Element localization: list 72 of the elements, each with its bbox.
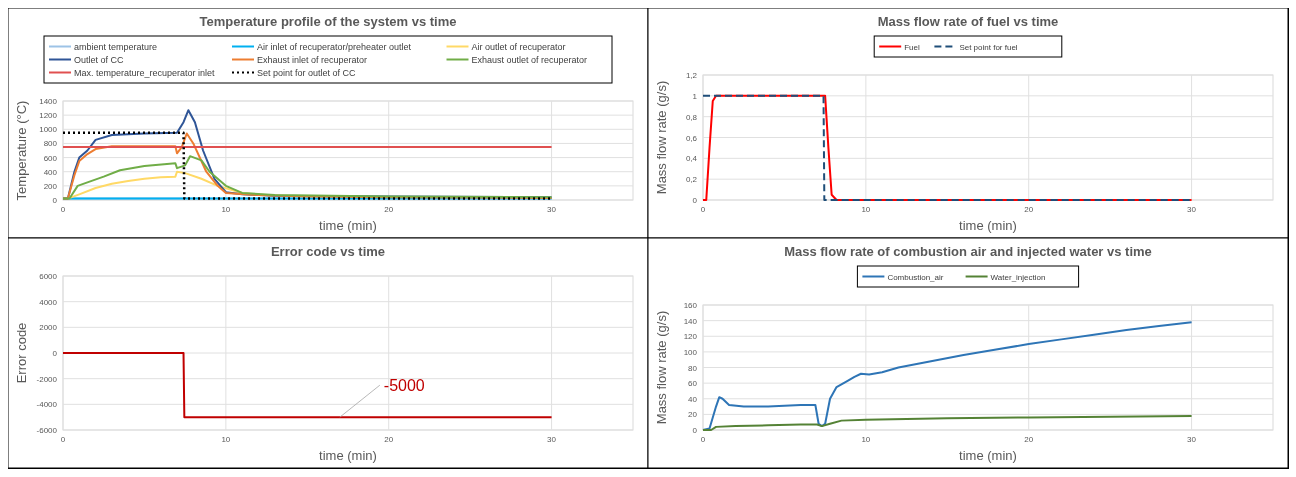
- x-tick-label: 0: [60, 205, 66, 214]
- x-tick-label: 20: [384, 435, 394, 444]
- y-tick-label: 0: [52, 349, 58, 358]
- y-tick-label: 2000: [39, 323, 58, 333]
- legend-label: Max. temperature_recuperator inlet: [74, 67, 216, 78]
- legend-label: Outlet of CC: [74, 54, 125, 65]
- legend-label: Set point for fuel: [959, 42, 1018, 52]
- legend-label: Exhaust inlet of recuperator: [257, 54, 368, 65]
- y-tick-label: 400: [43, 167, 58, 177]
- y-tick-label: -4000: [36, 400, 58, 410]
- y-tick-label: 0: [692, 196, 698, 205]
- x-tick-label: 30: [547, 205, 557, 214]
- y-tick-label: -2000: [36, 374, 58, 384]
- chart-title: Error code vs time: [270, 244, 386, 259]
- x-tick-label: 10: [221, 205, 231, 214]
- y-tick-label: 0,8: [685, 112, 698, 122]
- y-tick-label: -6000: [36, 426, 58, 435]
- legend-label: Air inlet of recuperator/preheater outlet: [257, 41, 412, 52]
- y-tick-label: 60: [688, 379, 698, 389]
- x-axis-title: time (min): [959, 218, 1017, 233]
- y-tick-label: 40: [688, 394, 698, 404]
- chart-title: Temperature profile of the system vs time: [199, 14, 457, 29]
- y-tick-label: 0: [52, 196, 58, 205]
- x-axis-title: time (min): [959, 448, 1017, 463]
- y-tick-label: 160: [683, 301, 698, 310]
- y-tick-label: 1400: [39, 97, 58, 106]
- x-tick-label: 30: [1187, 435, 1197, 444]
- x-tick-label: 10: [861, 435, 871, 444]
- x-tick-label: 30: [547, 435, 557, 444]
- legend-label: Air outlet of recuperator: [471, 41, 566, 52]
- x-tick-label: 30: [1187, 205, 1197, 214]
- x-tick-label: 0: [700, 435, 706, 444]
- chart-title: Mass flow rate of combustion air and injected water vs time: [784, 244, 1152, 259]
- chart-title: Mass flow rate of fuel vs time: [877, 14, 1059, 29]
- y-tick-label: 1: [692, 91, 698, 101]
- y-tick-label: 1000: [39, 125, 58, 135]
- legend-label: Set point for outlet of CC: [257, 67, 357, 78]
- x-tick-label: 0: [700, 205, 706, 214]
- x-tick-label: 20: [1024, 205, 1034, 214]
- y-axis-title: Temperature (°C): [14, 100, 29, 201]
- y-tick-label: 4000: [39, 297, 58, 307]
- y-tick-label: 0: [692, 426, 698, 435]
- x-tick-label: 0: [60, 435, 66, 444]
- x-tick-label: 10: [861, 205, 871, 214]
- y-tick-label: 80: [688, 363, 698, 373]
- y-tick-label: 120: [683, 332, 698, 342]
- y-tick-label: 0,6: [685, 133, 698, 143]
- y-tick-label: 140: [683, 316, 698, 326]
- x-tick-label: 20: [384, 205, 394, 214]
- y-tick-label: 1200: [39, 111, 58, 121]
- legend-label: Combustion_air: [887, 272, 944, 282]
- y-axis-title: Mass flow rate (g/s): [654, 310, 669, 425]
- y-tick-label: 0,2: [685, 175, 698, 185]
- legend-label: ambient temperature: [74, 41, 158, 52]
- legend-label: Exhaust outlet of recuperator: [471, 54, 588, 65]
- y-tick-label: 1,2: [685, 71, 698, 80]
- x-tick-label: 20: [1024, 435, 1034, 444]
- y-tick-label: 0,4: [685, 154, 698, 164]
- annotation: -5000: [383, 377, 425, 395]
- y-tick-label: 200: [43, 181, 58, 191]
- y-tick-label: 600: [43, 153, 58, 163]
- x-axis-title: time (min): [319, 218, 377, 233]
- y-tick-label: 6000: [39, 272, 58, 281]
- y-axis-title: Error code: [14, 322, 29, 384]
- y-axis-title: Mass flow rate (g/s): [654, 80, 669, 195]
- y-tick-label: 100: [683, 347, 698, 357]
- x-tick-label: 10: [221, 435, 231, 444]
- y-tick-label: 800: [43, 139, 58, 149]
- legend-label: Fuel: [904, 42, 920, 52]
- y-tick-label: 20: [688, 410, 698, 420]
- legend-label: Water_injection: [990, 272, 1046, 282]
- x-axis-title: time (min): [319, 448, 377, 463]
